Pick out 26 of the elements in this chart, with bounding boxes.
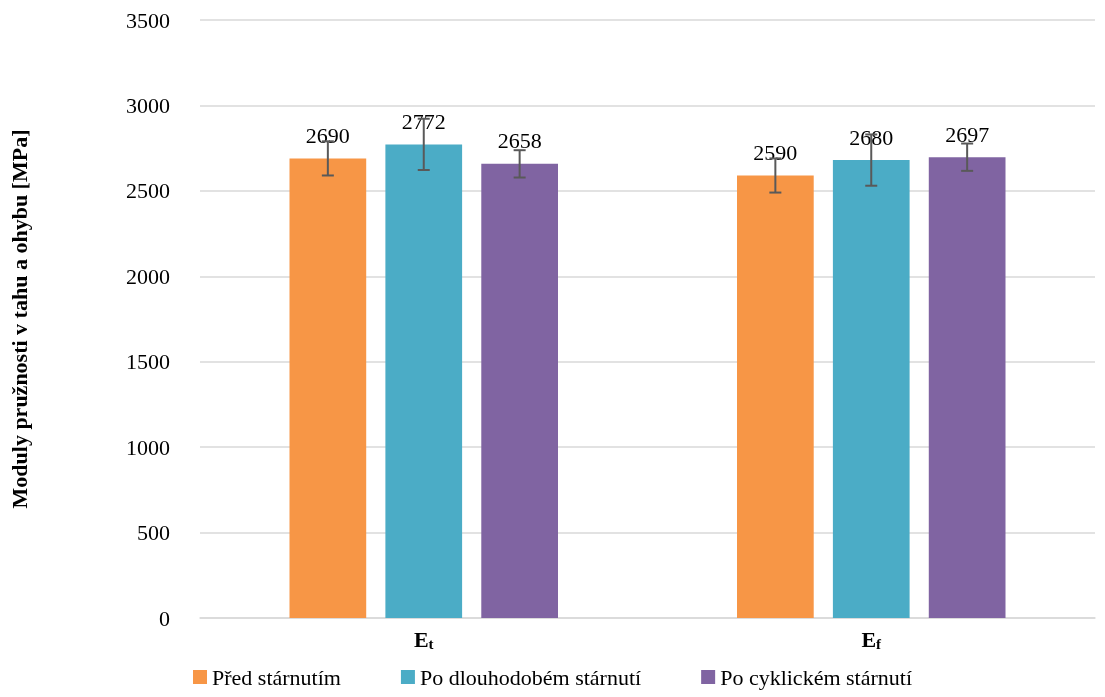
- y-tick-label: 500: [137, 520, 170, 546]
- legend-label: Po cyklickém stárnutí: [720, 664, 912, 690]
- data-label: 2680: [849, 124, 894, 150]
- y-tick-label: 3500: [126, 7, 170, 33]
- x-tick-label: Ef: [861, 627, 883, 652]
- y-axis-title: Moduly pružnosti v tahu a ohybu [MPa]: [6, 129, 32, 509]
- bar: [832, 160, 910, 618]
- y-tick-label: 2500: [126, 178, 170, 204]
- bar: [481, 163, 558, 618]
- legend-label: Po dlouhodobém stárnutí: [419, 664, 642, 690]
- x-tick-label: Et: [413, 627, 434, 652]
- y-tick-label: 0: [159, 605, 170, 631]
- bar: [385, 144, 463, 618]
- y-tick-label: 2000: [126, 263, 170, 289]
- legend-label: Před stárnutím: [212, 664, 341, 690]
- bar: [928, 157, 1006, 618]
- data-label: 2772: [401, 108, 446, 134]
- bar: [289, 158, 367, 618]
- y-tick-label: 1000: [126, 434, 170, 460]
- y-tick-label: 3000: [126, 92, 170, 118]
- y-tick-label: 1500: [126, 349, 170, 375]
- data-label: 2690: [305, 122, 350, 148]
- data-label: 2590: [753, 139, 798, 165]
- data-label: 2697: [945, 121, 990, 147]
- data-label: 2658: [497, 128, 542, 154]
- bar: [737, 175, 814, 618]
